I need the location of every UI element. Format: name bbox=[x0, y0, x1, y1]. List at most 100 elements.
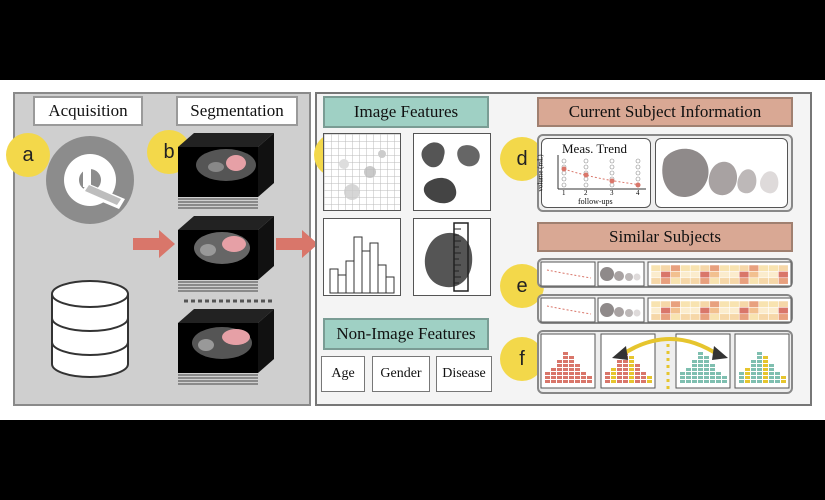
histogram-block bbox=[763, 376, 768, 379]
compare-double-arrow bbox=[612, 337, 728, 392]
histogram-block bbox=[763, 360, 768, 363]
trend-point bbox=[609, 164, 615, 170]
histogram-block bbox=[623, 380, 628, 383]
shape-blobs-icon bbox=[421, 142, 480, 204]
heatmap-cell bbox=[729, 264, 740, 272]
ct-stack-2 bbox=[178, 216, 274, 292]
histogram-block bbox=[757, 356, 762, 359]
trend-point bbox=[583, 164, 589, 170]
heatmap-cell bbox=[778, 271, 789, 279]
histogram-block bbox=[557, 380, 562, 383]
histogram-block bbox=[635, 364, 640, 367]
histogram-block bbox=[563, 360, 568, 363]
heatmap-cell bbox=[699, 307, 711, 315]
marker-d: d bbox=[500, 137, 544, 181]
disease-box: Disease bbox=[436, 356, 492, 392]
histogram-block bbox=[617, 372, 622, 375]
histogram-block bbox=[551, 368, 556, 371]
mini-shape bbox=[633, 273, 641, 281]
heatmap-cell bbox=[680, 300, 691, 308]
trend-point bbox=[561, 176, 567, 182]
mini-shape bbox=[614, 307, 624, 317]
histogram-block bbox=[686, 380, 691, 383]
trend-point bbox=[561, 182, 567, 188]
shape-variants-card bbox=[655, 138, 788, 208]
non-image-features-label: Non-Image Features bbox=[323, 318, 489, 350]
histogram-block bbox=[704, 364, 709, 367]
heatmap-cell bbox=[768, 313, 779, 321]
heatmap-cell bbox=[729, 277, 740, 285]
histogram-block bbox=[716, 372, 721, 375]
histogram-block bbox=[698, 380, 703, 383]
histogram-block bbox=[757, 368, 762, 371]
histogram-block bbox=[704, 368, 709, 371]
histogram-block bbox=[551, 376, 556, 379]
trend-point bbox=[635, 164, 641, 170]
heatmap-cell bbox=[738, 307, 750, 315]
histogram-block bbox=[563, 376, 568, 379]
texture-grid-icon bbox=[324, 134, 400, 210]
histogram-block bbox=[551, 380, 556, 383]
histogram-block bbox=[605, 372, 610, 375]
histogram-block bbox=[587, 376, 592, 379]
histogram-block bbox=[722, 376, 727, 379]
histogram-block bbox=[575, 368, 580, 371]
heatmap-cell bbox=[699, 271, 711, 279]
histogram-block bbox=[641, 376, 646, 379]
heatmap-cell bbox=[778, 277, 789, 285]
histogram-block bbox=[763, 380, 768, 383]
histogram-block bbox=[680, 376, 685, 379]
histogram-block bbox=[722, 380, 727, 383]
histogram-block bbox=[557, 360, 562, 363]
histogram-block bbox=[704, 372, 709, 375]
trend-point bbox=[635, 176, 641, 182]
histogram-block bbox=[745, 380, 750, 383]
heatmap-cell bbox=[660, 277, 671, 285]
ct-scanner-icon bbox=[46, 136, 134, 224]
similar-subject-row-2 bbox=[537, 294, 793, 324]
heatmap-cell bbox=[758, 264, 769, 272]
current-subject-label: Current Subject Information bbox=[537, 97, 793, 127]
heatmap-cell bbox=[660, 307, 671, 315]
histogram-block bbox=[629, 356, 634, 359]
heatmap-cell bbox=[650, 271, 662, 279]
histogram-block bbox=[635, 372, 640, 375]
histogram-block bbox=[739, 372, 744, 375]
histogram-block bbox=[686, 368, 691, 371]
histogram-block bbox=[769, 364, 774, 367]
histogram-block bbox=[617, 360, 622, 363]
mini-shape bbox=[614, 271, 624, 281]
trend-point bbox=[635, 158, 641, 164]
histogram-block bbox=[575, 380, 580, 383]
histogram-block bbox=[647, 376, 652, 379]
histogram-block bbox=[605, 380, 610, 383]
heatmap-cell bbox=[699, 313, 711, 321]
histogram-block bbox=[710, 376, 715, 379]
heatmap-cell bbox=[729, 271, 740, 279]
trend-card: Meas. Trend volume (mL) follow-ups 1 2 3… bbox=[537, 138, 651, 208]
heatmap-cell bbox=[768, 307, 779, 315]
trend-highlight-point bbox=[609, 178, 615, 184]
histogram-block bbox=[617, 364, 622, 367]
histogram-block bbox=[635, 376, 640, 379]
histogram-block bbox=[757, 364, 762, 367]
histogram-block bbox=[710, 368, 715, 371]
histogram-block bbox=[692, 364, 697, 367]
histogram-block bbox=[545, 376, 550, 379]
histogram-block bbox=[781, 376, 786, 379]
histogram-block bbox=[569, 364, 574, 367]
histogram-block bbox=[587, 380, 592, 383]
heatmap-cell bbox=[729, 307, 740, 315]
histogram-block bbox=[563, 364, 568, 367]
histogram-block bbox=[698, 376, 703, 379]
heatmap-cell bbox=[778, 313, 789, 321]
heatmap-cell bbox=[758, 313, 769, 321]
histogram-block bbox=[557, 368, 562, 371]
heatmap-cell bbox=[699, 264, 711, 272]
histogram-block bbox=[692, 380, 697, 383]
heatmap-cell bbox=[758, 277, 769, 285]
age-box: Age bbox=[321, 356, 365, 392]
histogram-block bbox=[769, 368, 774, 371]
trend-plot bbox=[557, 155, 646, 190]
measure-ruler-icon bbox=[424, 222, 473, 292]
